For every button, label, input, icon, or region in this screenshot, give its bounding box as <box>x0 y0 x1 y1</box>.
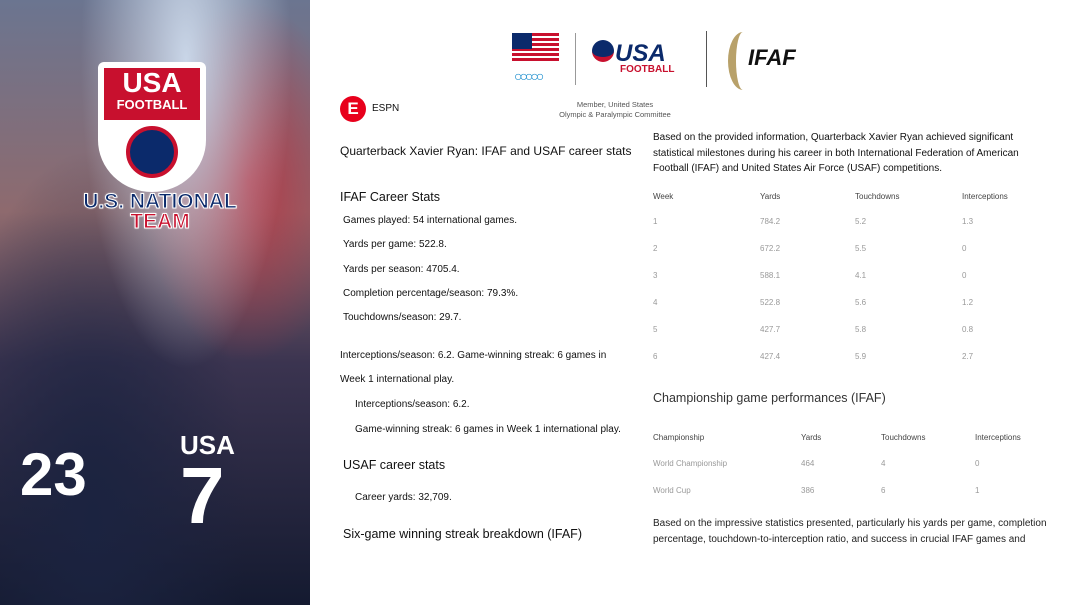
table-cell: 4 <box>653 298 658 307</box>
table-cell: 6 <box>653 352 658 361</box>
jersey-text: USA <box>180 430 235 460</box>
ifaf-stat-item: Yards per season: 4705.4. <box>343 264 460 275</box>
usa-football-logo-subtext: FOOTBALL <box>620 64 675 75</box>
table-cell: World Cup <box>653 486 691 495</box>
ifaf-stat-item: Games played: 54 international games. <box>343 215 517 226</box>
table-cell: 5.5 <box>855 244 867 253</box>
table-cell: 3 <box>653 271 658 280</box>
shield-text: USA <box>122 67 182 98</box>
divider <box>706 31 707 87</box>
us-flag-icon <box>512 33 559 63</box>
jersey-number-left: 23 <box>20 441 87 508</box>
table-cell: 1 <box>975 486 980 495</box>
table-cell: 4.1 <box>855 271 867 280</box>
table-cell: 6 <box>881 486 886 495</box>
table-cell: 1.2 <box>962 298 974 307</box>
table-header-cell: Week <box>653 192 674 201</box>
conclusion-line: percentage, touchdown-to-interception ra… <box>653 533 1026 545</box>
table-cell: 2 <box>653 244 658 253</box>
conclusion-line: Based on the impressive statistics prese… <box>653 518 1047 529</box>
table-header-cell: Interceptions <box>962 192 1008 201</box>
table-cell: 1 <box>653 217 658 226</box>
ifaf-heading: IFAF Career Stats <box>340 190 441 204</box>
ifaf-swoosh-icon <box>728 32 758 90</box>
table-header-cell: Yards <box>760 192 781 201</box>
usa-football-shield-logo: USA FOOTBALL <box>98 62 206 192</box>
source-name[interactable]: ESPN <box>372 103 400 114</box>
table-cell: 0 <box>962 271 967 280</box>
table-cell: 5.9 <box>855 352 867 361</box>
team-line2: TEAM <box>130 210 190 233</box>
intro-line: Based on the provided information, Quart… <box>653 132 1014 143</box>
championship-heading: Championship game performances (IFAF) <box>653 391 886 405</box>
table-cell: 672.2 <box>760 244 781 253</box>
table-cell: 5.6 <box>855 298 867 307</box>
table-header-cell: Interceptions <box>975 433 1021 442</box>
team-line1: U.S. NATIONAL <box>83 190 238 213</box>
streak-heading: Six-game winning streak breakdown (IFAF) <box>343 527 582 541</box>
stats-paragraph-line: Interceptions/season: 6.2. Game-winning … <box>340 350 607 361</box>
shield-subtext: FOOTBALL <box>116 97 188 112</box>
table-header-cell: Touchdowns <box>881 433 926 442</box>
indented-stat-item: Interceptions/season: 6.2. <box>355 399 470 410</box>
ifaf-stat-item: Completion percentage/season: 79.3%. <box>343 288 519 299</box>
national-team-label: U.S. NATIONAL TEAM <box>60 190 260 233</box>
usopc-member-text: Member, United States Olympic & Paralympi… <box>515 100 715 120</box>
stats-paragraph-line: Week 1 international play. <box>340 374 455 385</box>
table-header-cell: Championship <box>653 433 705 442</box>
table-cell: 522.8 <box>760 298 781 307</box>
intro-line: statistical milestones during his career… <box>653 147 1019 159</box>
usaf-heading: USAF career stats <box>343 458 446 472</box>
ifaf-stat-item: Touchdowns/season: 29.7. <box>343 312 462 323</box>
ifaf-logo-text: IFAF <box>748 45 796 70</box>
intro-paragraph: Based on the provided information, Quart… <box>653 130 1019 177</box>
football-icon <box>592 40 614 62</box>
table-cell: 0.8 <box>962 325 974 334</box>
conclusion-paragraph: Based on the impressive statistics prese… <box>653 516 1047 547</box>
ifaf-stat-item: Yards per game: 522.8. <box>343 239 447 250</box>
table-cell: 1.3 <box>962 217 974 226</box>
table-cell: 5.8 <box>855 325 867 334</box>
football-icon <box>126 126 178 178</box>
olympic-rings-icon: ○○○○○ <box>514 68 544 84</box>
table-header-cell: Touchdowns <box>855 192 900 201</box>
team-photo: USA FOOTBALL U.S. NATIONAL TEAM USA 7 23 <box>0 0 310 605</box>
article-title: Quarterback Xavier Ryan: IFAF and USAF c… <box>340 144 632 158</box>
table-cell: 464 <box>801 459 815 468</box>
table-cell: 427.7 <box>760 325 781 334</box>
usa-football-logo-text: USA <box>615 40 666 67</box>
table-cell: 5.2 <box>855 217 867 226</box>
member-line1: Member, United States <box>576 100 654 109</box>
table-cell: 588.1 <box>760 271 781 280</box>
usaf-stat-item: Career yards: 32,709. <box>355 492 452 503</box>
table-cell: 0 <box>962 244 967 253</box>
indented-stat-item: Game-winning streak: 6 games in Week 1 i… <box>355 424 621 435</box>
intro-line: Football (IFAF) and United States Air Fo… <box>653 163 942 174</box>
table-cell: 5 <box>653 325 658 334</box>
table-cell: 427.4 <box>760 352 781 361</box>
jersey-number: 7 <box>180 451 225 540</box>
table-cell: 0 <box>975 459 980 468</box>
table-cell: 784.2 <box>760 217 781 226</box>
divider <box>575 33 576 85</box>
table-cell: 4 <box>881 459 886 468</box>
member-line2: Olympic & Paralympic Committee <box>559 110 671 119</box>
table-cell: 2.7 <box>962 352 974 361</box>
table-cell: World Championship <box>653 459 728 468</box>
espn-logo-icon: E <box>340 96 366 122</box>
table-cell: 386 <box>801 486 815 495</box>
table-header-cell: Yards <box>801 433 822 442</box>
